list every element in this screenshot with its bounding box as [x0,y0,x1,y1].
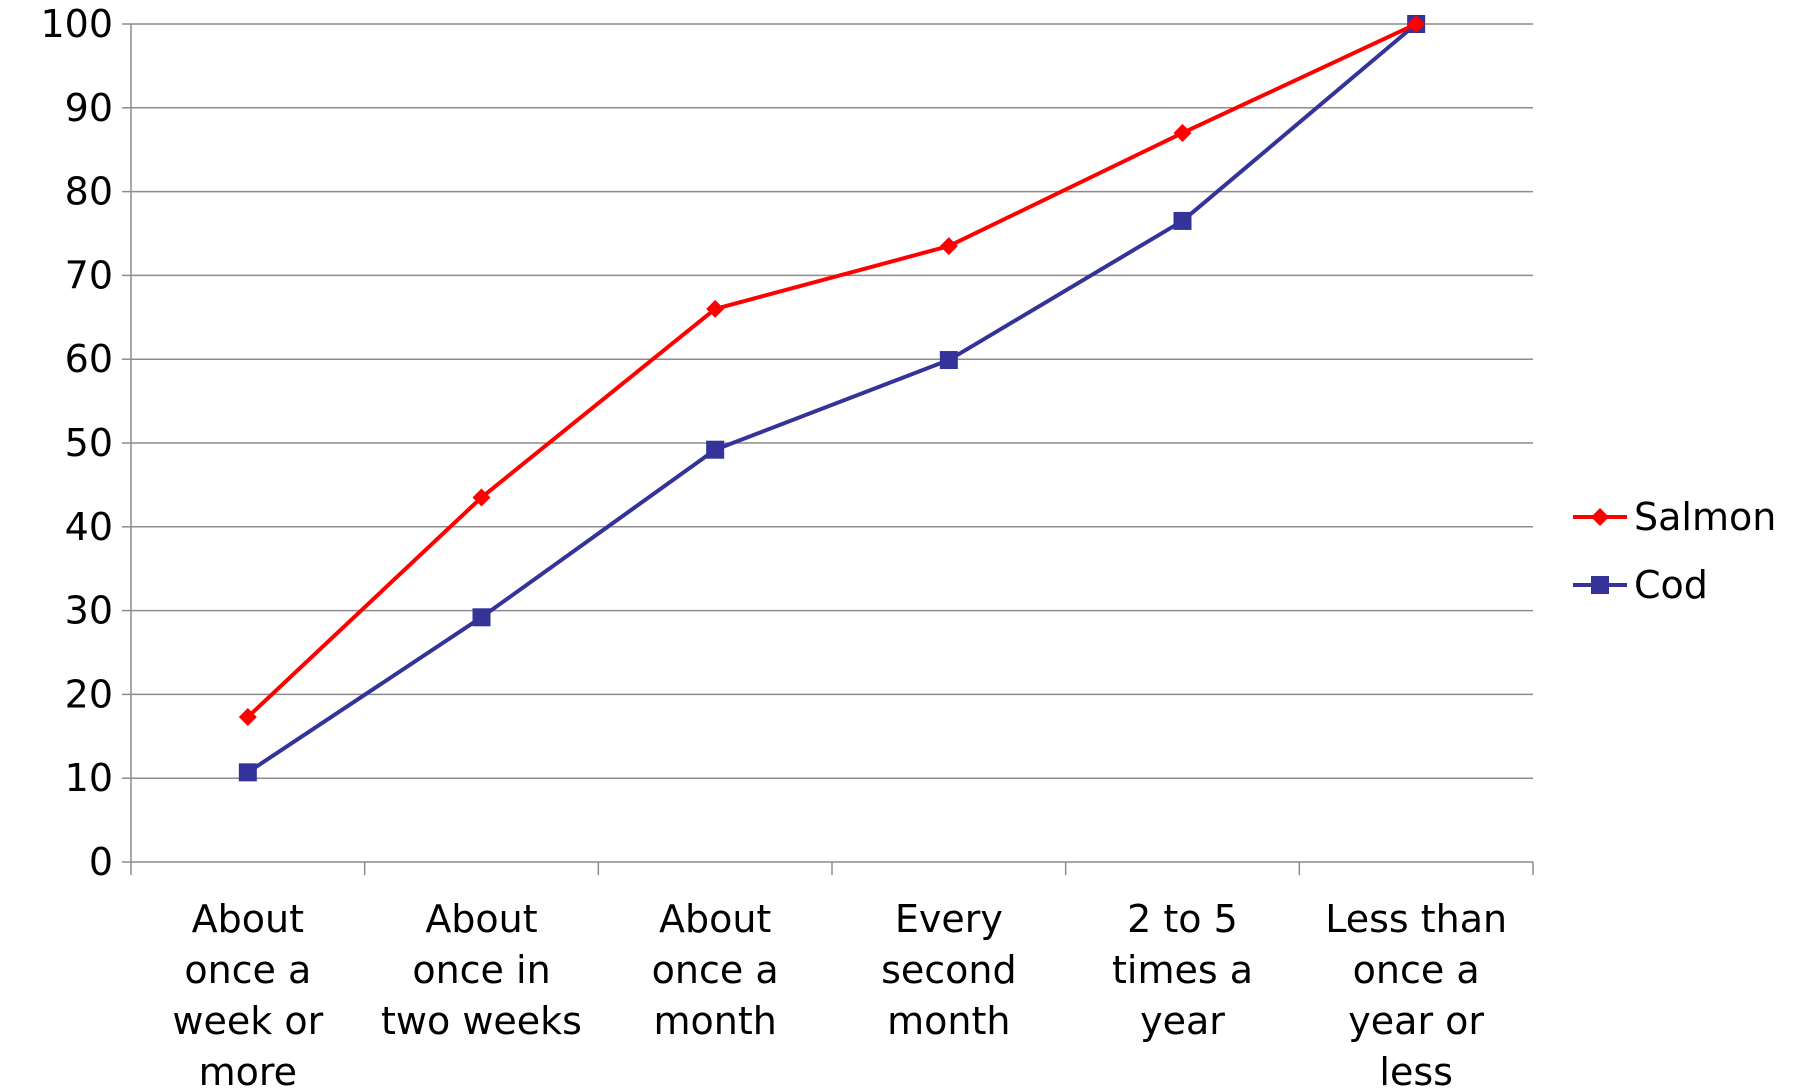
x-tick-label-line: About [659,897,771,941]
x-tick-label-line: About [192,897,304,941]
x-tick-label: About once a week or more [172,897,323,1091]
x-tick-label-line: second [881,948,1017,992]
x-tick-label-line: year or [1348,999,1484,1043]
data-point [472,488,491,507]
x-tick-label-line: once a [652,948,779,992]
y-tick-label: 60 [65,337,113,381]
data-point [238,708,257,727]
y-tick-label: 80 [65,170,113,214]
legend-marker [1591,508,1609,526]
legend-label: Cod [1634,563,1708,607]
x-tick-label-line: About [425,897,537,941]
x-tick-label-line: times a [1112,948,1253,992]
series-line [246,22,1418,719]
x-axis: About once a week or more About once in two we… [130,861,1534,1091]
y-tick-label: 100 [40,2,113,46]
x-tick-label: About once a month [652,897,779,1043]
x-tick-label-line: two weeks [381,999,582,1043]
legend-item-cod: Cod [1573,563,1708,607]
x-tick-label-line: Less than [1325,897,1507,941]
data-point [939,237,958,256]
y-tick-label: 30 [65,589,113,633]
legend-item-salmon: Salmon [1573,495,1776,539]
x-tick-label-line: month [653,999,776,1043]
x-tick-label-line: more [199,1050,297,1091]
x-tick-label-line: once in [412,948,550,992]
y-tick-label: 40 [65,505,113,549]
legend-label: Salmon [1634,495,1776,539]
x-tick-label: 2 to 5 times a year [1112,897,1253,1043]
x-tick-label-line: 2 to 5 [1127,897,1238,941]
y-tick-label: 10 [65,756,113,800]
data-point [472,608,491,627]
data-point [706,299,725,318]
x-tick-label-line: month [887,999,1010,1043]
y-tick-label: 20 [65,672,113,716]
x-tick-label-line: once a [184,948,311,992]
data-point [939,351,958,370]
y-axis: 0 10 20 30 40 50 60 70 80 90 100 [40,2,132,884]
data-point [1173,123,1192,142]
data-point [1173,211,1192,230]
data-point [706,440,725,459]
legend-marker [1591,576,1609,594]
x-tick-label: Every second month [881,897,1017,1043]
x-tick-label-line: once a [1353,948,1480,992]
x-tick-label: Less than once a year or less [1325,897,1507,1091]
x-tick-label-line: Every [895,897,1003,941]
x-tick-label-line: year [1140,999,1225,1043]
x-tick-label: About once in two weeks [381,897,582,1043]
series-salmon [238,15,1426,727]
y-tick-label: 0 [89,840,113,884]
data-point [1407,15,1426,33]
series-cod [238,15,1426,782]
x-tick-label-line: less [1379,1050,1453,1091]
x-tick-label-line: week or [172,999,323,1043]
y-tick-label: 70 [65,253,113,297]
y-tick-label: 90 [65,86,113,130]
legend: Salmon Cod [1573,495,1776,607]
y-tick-label: 50 [65,421,113,465]
data-point [238,763,257,782]
gridlines [131,23,1533,779]
series-layer [238,15,1426,782]
series-line [246,22,1418,775]
